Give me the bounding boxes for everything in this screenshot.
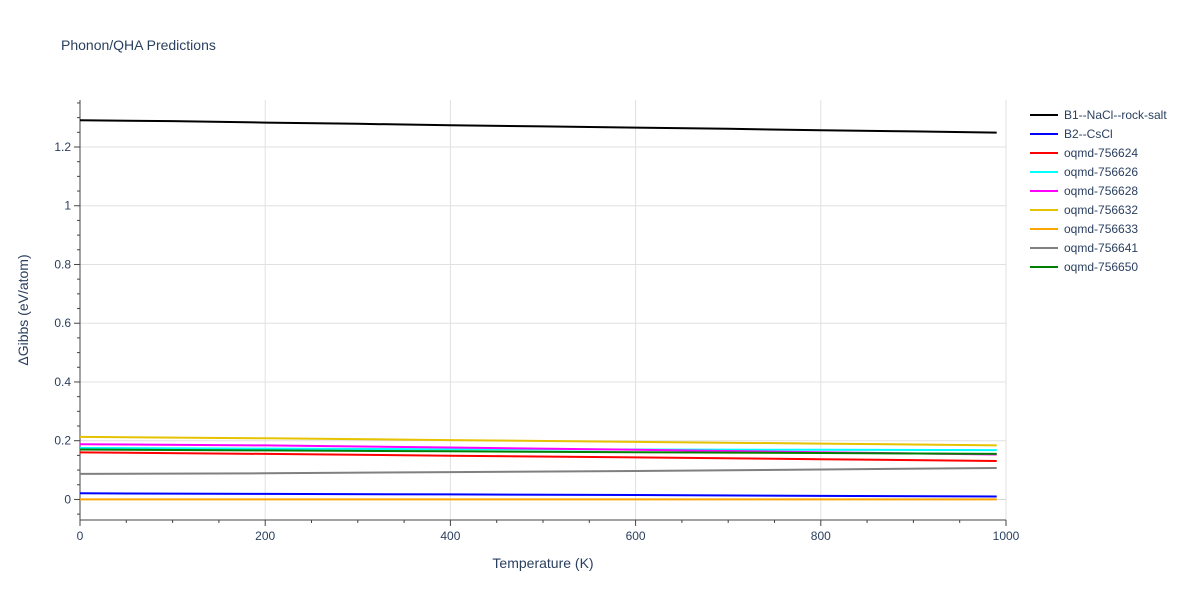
legend-label: B1--NaCl--rock-salt [1064, 108, 1167, 122]
legend-item[interactable]: oqmd-756650 [1030, 260, 1138, 274]
series-line [79, 451, 997, 462]
x-tick-label: 0 [77, 529, 84, 543]
y-tick-label: 0.4 [54, 375, 71, 389]
x-tick-label: 400 [440, 529, 460, 543]
y-tick-label: 0.2 [54, 434, 71, 448]
y-tick-label: 0 [64, 492, 71, 506]
legend-label: oqmd-756650 [1064, 260, 1138, 274]
y-tick-label: 1.2 [54, 140, 71, 154]
legend-item[interactable]: oqmd-756641 [1030, 241, 1138, 255]
legend-label: oqmd-756626 [1064, 165, 1138, 179]
legend-item[interactable]: oqmd-756626 [1030, 165, 1138, 179]
series-line [79, 119, 997, 134]
y-tick-label: 0.6 [54, 316, 71, 330]
series-lines [79, 119, 997, 501]
x-tick-label: 200 [255, 529, 275, 543]
x-tick-label: 800 [811, 529, 831, 543]
legend[interactable]: B1--NaCl--rock-salt B2--CsCl oqmd-756624 oq… [1030, 108, 1167, 274]
axes [74, 100, 1007, 526]
series-line [79, 467, 997, 475]
legend-label: oqmd-756641 [1064, 241, 1138, 255]
x-tick-label: 1000 [993, 529, 1020, 543]
y-tick-labels: 0 0.2 0.4 0.6 0.8 1 1.2 [54, 140, 71, 506]
chart-title: Phonon/QHA Predictions [61, 37, 216, 53]
legend-item[interactable]: B2--CsCl [1030, 127, 1113, 141]
legend-item[interactable]: oqmd-756632 [1030, 203, 1138, 217]
y-tick-label: 1 [64, 199, 71, 213]
x-axis-title: Temperature (K) [492, 555, 593, 571]
x-tick-label: 600 [626, 529, 646, 543]
y-axis-title: ΔGibbs (eV/atom) [15, 254, 31, 365]
legend-label: oqmd-756624 [1064, 146, 1138, 160]
legend-item[interactable]: oqmd-756628 [1030, 184, 1138, 198]
legend-item[interactable]: oqmd-756624 [1030, 146, 1138, 160]
series-line [79, 492, 997, 498]
y-tick-label: 0.8 [54, 257, 71, 271]
series-line [79, 448, 997, 455]
legend-label: oqmd-756628 [1064, 184, 1138, 198]
legend-label: oqmd-756633 [1064, 222, 1138, 236]
series-line [79, 435, 997, 447]
legend-label: B2--CsCl [1064, 127, 1113, 141]
x-tick-labels: 0 200 400 600 800 1000 [77, 529, 1020, 543]
legend-item[interactable]: B1--NaCl--rock-salt [1030, 108, 1167, 122]
legend-item[interactable]: oqmd-756633 [1030, 222, 1138, 236]
legend-label: oqmd-756632 [1064, 203, 1138, 217]
